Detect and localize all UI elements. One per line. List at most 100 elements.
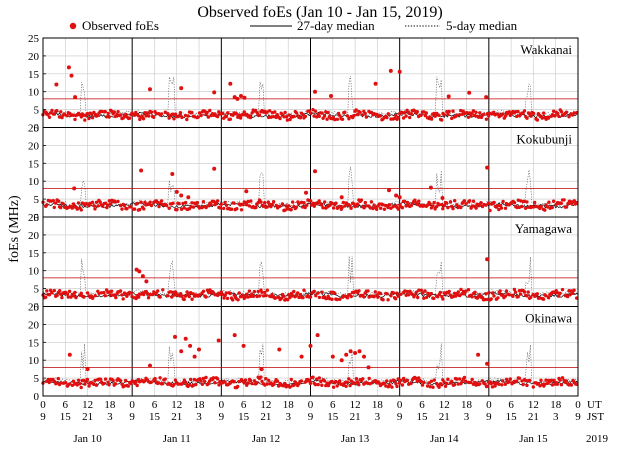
observed-spike-point [397,195,402,200]
observed-point [147,114,151,118]
observed-point [107,199,112,203]
observed-point [497,382,501,386]
observed-point [551,199,556,203]
observed-point [55,381,59,385]
observed-point [176,382,180,386]
observed-point [50,291,54,295]
observed-point [189,377,193,382]
observed-point [52,205,56,210]
jst-hour-label: 9 [397,411,403,423]
observed-point [417,288,421,292]
observed-point [213,381,217,385]
observed-point [542,111,546,115]
observed-point [517,289,522,293]
observed-point [457,377,462,381]
observed-point [386,298,390,302]
observed-point [71,113,76,118]
y-tick-label: 20 [28,319,40,331]
observed-point [503,114,508,118]
observed-point [75,207,80,211]
observed-point [149,203,154,208]
observed-spike-point [373,81,378,86]
observed-point [424,111,428,115]
observed-point [389,294,393,298]
observed-point [167,206,171,210]
jst-hour-label: 3 [196,411,202,423]
station-label-wakkanai: Wakkanai [520,42,572,57]
observed-point [338,114,342,118]
observed-point [344,384,348,388]
observed-point [238,203,243,207]
observed-point [531,111,536,116]
observed-point [369,200,374,204]
observed-point [47,380,51,385]
observed-point [462,375,467,380]
observed-point [154,111,158,116]
observed-spike-point [397,69,402,74]
observed-point [317,114,321,119]
observed-point [134,380,138,384]
observed-point [143,200,147,204]
jst-hour-label: 21 [171,411,182,423]
observed-spike-point [259,367,264,372]
observed-point [503,382,507,386]
observed-point [484,117,489,121]
observed-point [237,291,241,295]
observed-point [294,205,298,210]
observed-point [312,204,316,208]
observed-point [286,298,290,302]
observed-point [55,293,59,298]
observed-point [272,382,276,387]
observed-point [334,201,338,205]
observed-point [376,295,380,299]
observed-point [526,290,530,294]
observed-point [518,292,523,296]
observed-spike-point [446,94,451,99]
observed-point [289,377,293,382]
observed-point [428,202,432,206]
observed-point [328,203,332,208]
observed-point [347,117,351,121]
observed-point [87,384,91,388]
observed-point [298,116,303,120]
observed-point [264,377,268,381]
observed-point [225,296,230,301]
observed-point [459,205,463,210]
observed-point [248,115,253,120]
observed-point [395,291,399,295]
observed-point [421,291,425,295]
observed-point [71,379,76,383]
observed-point [447,109,451,114]
observed-point [520,204,524,209]
observed-point [405,200,410,205]
observed-point [429,379,434,383]
observed-point [292,114,296,119]
observed-point [124,112,128,117]
observed-point [471,109,476,113]
observed-point [242,110,246,114]
observed-point [496,296,500,300]
observed-point [423,289,427,293]
observed-point [241,293,245,297]
observed-point [496,203,500,208]
observed-point [187,294,191,299]
jst-hour-label: 15 [327,411,339,423]
observed-point [511,294,515,298]
ut-hour-label: 6 [152,399,158,411]
observed-point [69,295,73,299]
observed-point [183,113,188,118]
y-tick-label: 5 [34,194,40,206]
observed-point [191,205,196,209]
observed-point [172,382,176,387]
observed-spike-point [66,65,71,70]
observed-point [406,110,411,115]
observed-point [246,199,250,204]
jst-hour-label: 21 [260,411,271,423]
observed-point [47,115,52,120]
observed-point [485,297,490,302]
observed-point [391,291,396,295]
observed-point [66,295,71,299]
observed-point [247,289,252,293]
observed-point [182,297,186,302]
observed-point [522,109,527,113]
